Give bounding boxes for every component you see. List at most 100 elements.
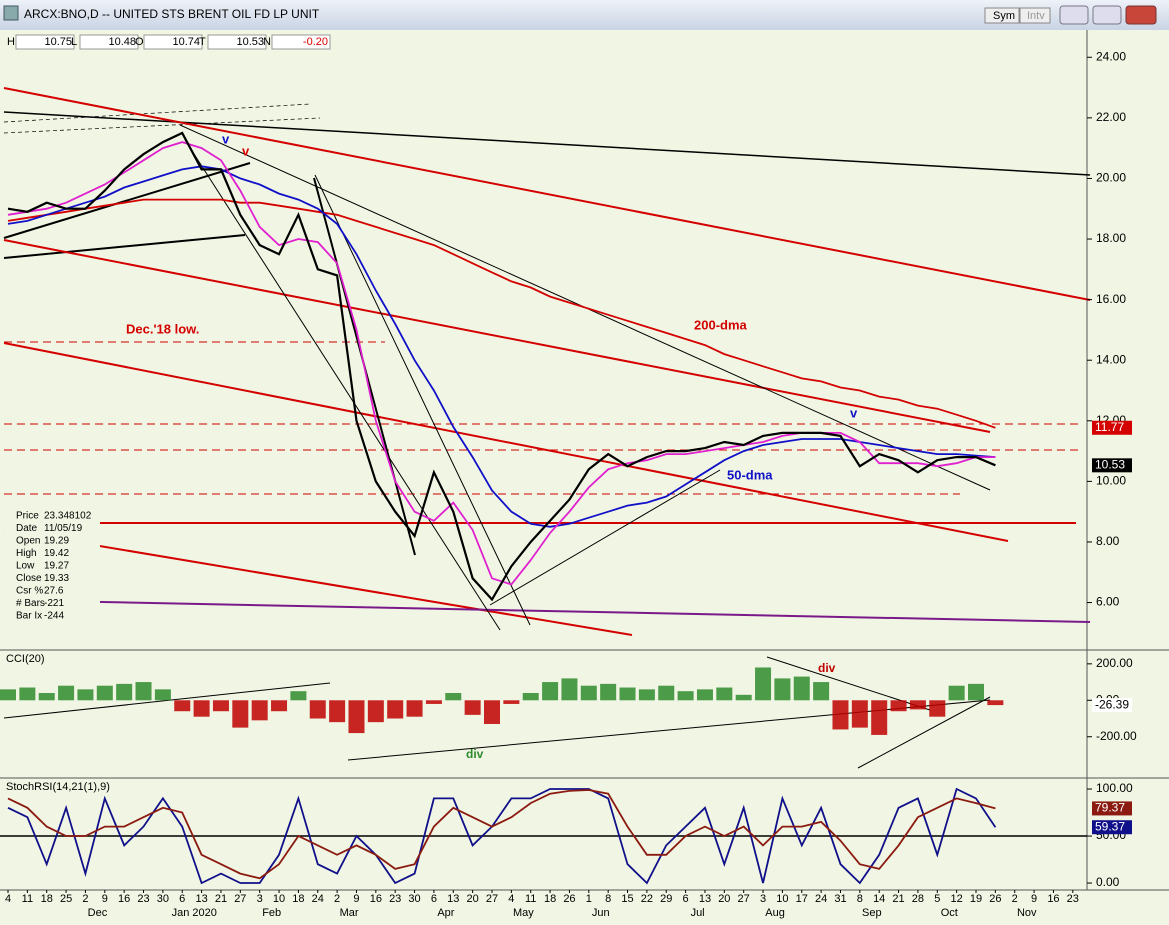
cci-bar <box>793 676 810 701</box>
quote-box <box>79 34 139 50</box>
cci-bar <box>425 700 442 704</box>
series-line <box>7 787 997 885</box>
x-tick-label: 30 <box>408 893 420 905</box>
info-panel: Price 23.348102 Date 11/05/19 Open 19.29 High 1… <box>4 508 100 626</box>
cci-bar <box>735 694 752 701</box>
x-tick-label: 27 <box>738 893 750 905</box>
window-title: ARCX:BNO,D -- UNITED STS BRENT OIL FD LP… <box>24 7 320 21</box>
quote-value: 10.48 <box>108 36 136 48</box>
annotation: v <box>222 131 230 146</box>
x-tick-label: 13 <box>699 893 711 905</box>
y-tick-label: 18.00 <box>1096 231 1126 245</box>
annotation: div <box>818 661 836 675</box>
cci-bar <box>445 693 462 701</box>
y-tick-label: 0.00 <box>1096 875 1120 889</box>
x-tick-label: 16 <box>1047 893 1059 905</box>
cci-bar <box>309 700 326 719</box>
cci-bar <box>929 700 946 717</box>
month-label: Nov <box>1017 907 1037 919</box>
cci-bar <box>851 700 868 728</box>
sym-button[interactable] <box>984 7 1020 24</box>
x-tick-label: 8 <box>605 893 611 905</box>
cci-bar <box>890 700 907 712</box>
x-tick-label: 13 <box>447 893 459 905</box>
close-button[interactable] <box>1125 5 1157 25</box>
last-value: 79.37 <box>1095 801 1125 815</box>
info-value: 19.42 <box>44 548 69 559</box>
cci-bar <box>271 700 288 712</box>
x-tick-label: 27 <box>234 893 246 905</box>
info-key: Price <box>16 511 39 522</box>
quote-box <box>15 34 75 50</box>
x-tick-label: 9 <box>102 893 108 905</box>
x-tick-label: 16 <box>370 893 382 905</box>
month-label: Dec <box>88 907 108 919</box>
info-key: Low <box>16 561 35 572</box>
quote-value: -0.20 <box>303 36 328 48</box>
minimize-button[interactable] <box>1059 5 1089 25</box>
cci-bar <box>19 687 36 701</box>
x-tick-label: 19 <box>970 893 982 905</box>
y-tick-label: 20.00 <box>1096 171 1126 185</box>
info-value: 23.348102 <box>44 511 92 522</box>
series-line <box>7 131 996 602</box>
month-label: Oct <box>941 907 958 919</box>
cci-bar <box>290 691 307 701</box>
title-bar <box>0 0 1169 30</box>
info-key: Close <box>16 573 42 584</box>
month-label: Feb <box>262 907 281 919</box>
cci-bar <box>580 685 597 701</box>
x-tick-label: 6 <box>431 893 437 905</box>
y-tick-label: 22.00 <box>1096 110 1126 124</box>
cci-bar <box>212 700 229 712</box>
x-tick-label: 15 <box>621 893 633 905</box>
series-line <box>7 198 996 429</box>
x-tick-label: 23 <box>1067 893 1079 905</box>
cci-bar <box>696 689 713 701</box>
info-key: # Bars <box>16 598 45 609</box>
cci-bar <box>367 700 384 723</box>
x-tick-label: 10 <box>273 893 285 905</box>
cci-bar <box>77 689 94 701</box>
right-axis <box>1087 30 1169 925</box>
cci-bar <box>484 700 500 724</box>
cci-bar <box>871 700 888 735</box>
last-value-box <box>1092 420 1132 435</box>
x-tick-label: 30 <box>157 893 169 905</box>
cci-bar <box>96 685 113 701</box>
last-value-box <box>1092 820 1132 835</box>
sym-button-label[interactable]: Sym <box>993 10 1015 22</box>
panel-title: CCI(20) <box>6 653 45 665</box>
series-label: 50-dma <box>727 467 773 482</box>
x-tick-label: 1 <box>586 893 592 905</box>
panel-title: StochRSI(14,21(1),9) <box>6 781 110 793</box>
intv-button-label[interactable]: Intv <box>1027 10 1045 22</box>
cci-bar <box>348 700 365 734</box>
last-value: 10.53 <box>1095 457 1125 471</box>
x-tick-label: 20 <box>718 893 730 905</box>
series-label: 200-dma <box>694 317 748 332</box>
info-value: -221 <box>44 598 64 609</box>
x-tick-label: 12 <box>951 893 963 905</box>
app-icon <box>3 5 19 21</box>
annotation: div <box>466 747 484 761</box>
cci-bar <box>38 693 55 701</box>
cci-bar <box>716 687 733 701</box>
maximize-button[interactable] <box>1092 5 1122 25</box>
x-tick-label: 23 <box>389 893 401 905</box>
intv-button[interactable] <box>1019 7 1051 24</box>
cci-bar <box>658 685 675 701</box>
x-tick-label: 29 <box>660 893 672 905</box>
x-tick-label: 18 <box>544 893 556 905</box>
info-key: Date <box>16 523 38 534</box>
info-value: 19.33 <box>44 573 69 584</box>
month-label: Jul <box>691 907 705 919</box>
last-value-box <box>1092 698 1132 713</box>
cci-bar <box>503 700 520 704</box>
quote-value: 10.53 <box>236 36 264 48</box>
y-tick-label: 14.00 <box>1096 352 1126 366</box>
x-tick-label: 2 <box>1012 893 1018 905</box>
y-tick-label: 200.00 <box>1096 656 1133 670</box>
cci-bar <box>948 685 965 701</box>
